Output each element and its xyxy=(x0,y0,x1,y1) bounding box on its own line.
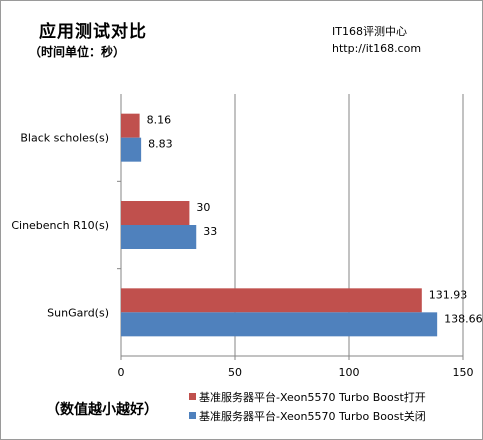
x-tick-label: 150 xyxy=(453,366,474,379)
category-label: Black scholes(s) xyxy=(20,132,109,145)
footer-note: （数值越小越好） xyxy=(46,402,158,418)
category-label: Cinebench R10(s) xyxy=(11,219,109,232)
source-label: IT168评测中心 xyxy=(332,25,407,38)
x-tick-label: 100 xyxy=(339,366,360,379)
bar-turbo-on xyxy=(121,113,140,138)
legend: 基准服务器平台-Xeon5570 Turbo Boost打开 基准服务器平台-X… xyxy=(189,387,426,425)
legend-item-turbo-on: 基准服务器平台-Xeon5570 Turbo Boost打开 xyxy=(189,387,426,406)
data-label: 8.16 xyxy=(147,114,172,127)
legend-swatch-turbo-off xyxy=(189,412,196,419)
legend-label-turbo-on: 基准服务器平台-Xeon5570 Turbo Boost打开 xyxy=(199,390,426,404)
data-label: 33 xyxy=(203,225,217,238)
chart-title: 应用测试对比 xyxy=(39,22,147,42)
x-tick-label: 0 xyxy=(118,366,125,379)
legend-swatch-turbo-on xyxy=(189,393,196,400)
bar-turbo-off xyxy=(121,137,142,162)
bar-turbo-off xyxy=(121,225,197,249)
data-label: 8.83 xyxy=(148,138,173,151)
x-tick-label: 50 xyxy=(228,366,242,379)
data-label: 131.93 xyxy=(429,288,468,301)
category-label: SunGard(s) xyxy=(47,306,109,319)
data-label: 30 xyxy=(196,201,210,214)
bar-turbo-off xyxy=(121,312,438,337)
bar-turbo-on xyxy=(121,288,422,313)
legend-item-turbo-off: 基准服务器平台-Xeon5570 Turbo Boost关闭 xyxy=(189,406,426,425)
legend-label-turbo-off: 基准服务器平台-Xeon5570 Turbo Boost关闭 xyxy=(199,409,426,423)
data-label: 138.668 xyxy=(444,312,482,325)
bar-turbo-on xyxy=(121,201,190,225)
chart-subtitle: （时间单位：秒） xyxy=(29,45,126,59)
source-url: http://it168.com xyxy=(332,42,422,55)
